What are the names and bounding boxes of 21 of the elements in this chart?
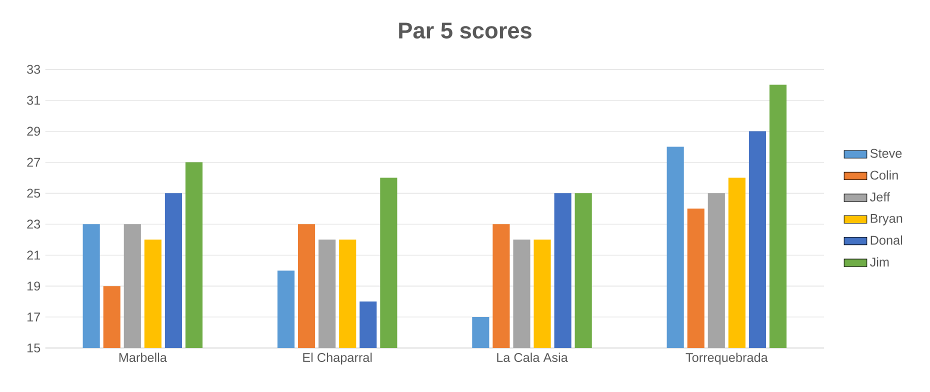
x-tick-label: El Chaparral <box>303 352 372 365</box>
y-tick-label: 15 <box>27 344 40 352</box>
x-tick-label: Marbella <box>119 352 167 362</box>
y-tick-label: 17 <box>27 312 40 322</box>
legend-label: Jim <box>870 257 889 267</box>
legend-label: Jeff <box>870 192 890 202</box>
y-tick-label: 27 <box>27 158 40 167</box>
y-tick-label: 31 <box>27 96 40 105</box>
y-tick-label: 23 <box>27 220 40 229</box>
chart-title: Par 5 scores <box>399 22 532 39</box>
y-tick-label: 25 <box>27 188 40 198</box>
y-tick-label: 33 <box>27 64 40 74</box>
y-tick-label: 19 <box>27 282 40 291</box>
legend-label: Steve <box>870 148 902 158</box>
y-tick-label: 29 <box>27 126 40 136</box>
legend-label: Bryan <box>870 214 902 226</box>
y-tick-label: 21 <box>27 250 40 260</box>
x-tick-label: La Cala Asia <box>497 352 568 362</box>
legend-label: Colin <box>870 170 898 180</box>
legend-label: Donal <box>870 235 902 245</box>
x-tick-label: Torrequebrada <box>686 352 768 365</box>
